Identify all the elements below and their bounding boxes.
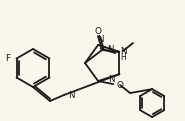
Text: N: N bbox=[108, 75, 114, 84]
Text: O: O bbox=[95, 26, 102, 35]
Text: O: O bbox=[116, 81, 123, 90]
Text: N: N bbox=[68, 91, 75, 99]
Text: F: F bbox=[5, 54, 11, 63]
Text: N: N bbox=[120, 46, 127, 56]
Text: H: H bbox=[120, 53, 126, 61]
Text: N: N bbox=[107, 45, 113, 54]
Text: N: N bbox=[97, 35, 103, 44]
